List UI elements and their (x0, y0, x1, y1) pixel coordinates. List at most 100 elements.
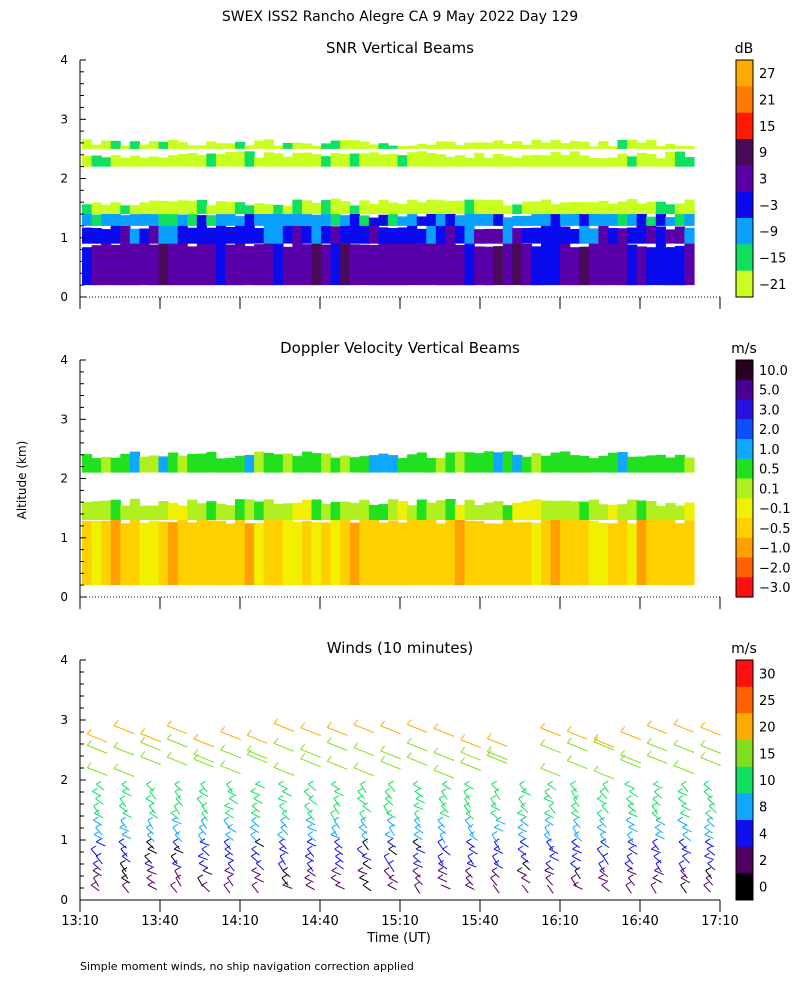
doppler-cell (225, 458, 236, 473)
snr-cell (282, 156, 293, 167)
winds-colorbar-label: 4 (759, 827, 767, 842)
wind-barb (544, 819, 554, 826)
wind-barb (353, 767, 375, 777)
snr-cell (655, 226, 666, 244)
wind-barb-flag (308, 795, 315, 800)
wind-barb (300, 727, 321, 737)
wind-barb-flag (700, 721, 706, 728)
wind-barb-flag (304, 802, 310, 807)
snr-cell (464, 199, 475, 214)
wind-barb (652, 841, 660, 851)
doppler-cell (569, 455, 580, 473)
snr-cell (435, 154, 446, 167)
wind-barb (573, 834, 583, 842)
wind-barb (220, 731, 241, 741)
wind-barb-flag (628, 874, 634, 879)
doppler-cell (378, 522, 389, 586)
snr-cell (435, 242, 446, 286)
snr-cell (378, 242, 389, 286)
wind-barb (673, 765, 695, 775)
wind-barb-flag (629, 787, 635, 792)
wind-barb (487, 754, 508, 764)
doppler-cell (560, 518, 571, 586)
wind-barb (224, 848, 234, 856)
wind-barb-flag (700, 740, 706, 746)
snr-cell (617, 241, 628, 286)
wind-barb-flag (202, 881, 208, 886)
winds-y-tick-label: 3 (60, 713, 68, 727)
snr-cell (598, 141, 609, 149)
wind-barb-flag (384, 852, 390, 857)
wind-barb (220, 749, 241, 759)
wind-barb-flag (229, 795, 235, 800)
wind-barb-flag (517, 809, 523, 814)
wind-barb (415, 877, 423, 886)
wind-barb (149, 812, 159, 819)
snr-cell (254, 211, 265, 226)
doppler-cell (579, 455, 590, 473)
wind-barb-flag (517, 845, 524, 850)
wind-barb (119, 798, 127, 808)
snr-cell (292, 211, 303, 226)
snr-cell (665, 204, 676, 215)
snr-cell (254, 228, 265, 244)
winds-x-tick-label: 15:40 (461, 914, 498, 929)
winds-colorbar-label: 15 (759, 747, 776, 762)
wind-barb (361, 855, 372, 861)
winds-x-tick-label: 13:40 (141, 914, 178, 929)
wind-barb (574, 870, 581, 880)
wind-barb (167, 738, 188, 748)
wind-barb (193, 758, 215, 768)
wind-barb-flag (566, 737, 572, 744)
doppler-cell (474, 521, 485, 586)
doppler-cell (521, 501, 533, 520)
doppler-cell (474, 453, 485, 473)
wind-barb-flag (593, 733, 599, 740)
wind-barb (516, 870, 527, 876)
wind-barb (413, 805, 424, 810)
snr-colorbar-swatch (736, 60, 753, 87)
wind-barb (146, 834, 155, 842)
wind-barb (307, 826, 317, 832)
wind-barb (433, 752, 455, 761)
doppler-cell (139, 522, 150, 586)
doppler-cell (531, 522, 542, 586)
wind-barb (543, 798, 554, 803)
doppler-cell (627, 499, 638, 520)
doppler-axes: 0 1 2 3 4 (60, 353, 721, 609)
doppler-cell (129, 519, 140, 586)
wind-barb (385, 798, 394, 806)
wind-barb-flag (198, 831, 204, 836)
snr-cell (235, 241, 246, 286)
doppler-cell (502, 505, 513, 520)
wind-barb-flag (326, 755, 332, 762)
snr-cell (426, 144, 437, 149)
doppler-colorbar-swatch (736, 379, 753, 401)
wind-barb (122, 812, 132, 819)
snr-cell (349, 205, 360, 214)
wind-barb (120, 819, 128, 829)
snr-cell (684, 145, 695, 149)
wind-barb-flag (147, 816, 154, 821)
snr-cell (321, 143, 332, 149)
wind-barb (678, 863, 685, 873)
wind-barb-flag (330, 809, 336, 814)
snr-cell (139, 241, 150, 286)
wind-barb-flag (220, 760, 226, 767)
wind-barb (491, 783, 499, 792)
doppler-colorbar-swatch (736, 458, 753, 480)
wind-barb-flag (273, 762, 279, 768)
wind-barb (415, 798, 426, 804)
snr-cell (215, 201, 227, 215)
snr-cell (665, 229, 676, 244)
wind-barb (601, 884, 610, 892)
wind-barb-flag (121, 852, 128, 857)
snr-cell (435, 211, 446, 226)
snr-cell (244, 205, 255, 215)
winds-colorbar-label: 8 (759, 801, 767, 816)
wind-barb (250, 790, 261, 796)
snr-cell (292, 243, 303, 286)
wind-barb (593, 741, 615, 751)
snr-cell (598, 225, 609, 244)
doppler-cell (101, 520, 112, 586)
